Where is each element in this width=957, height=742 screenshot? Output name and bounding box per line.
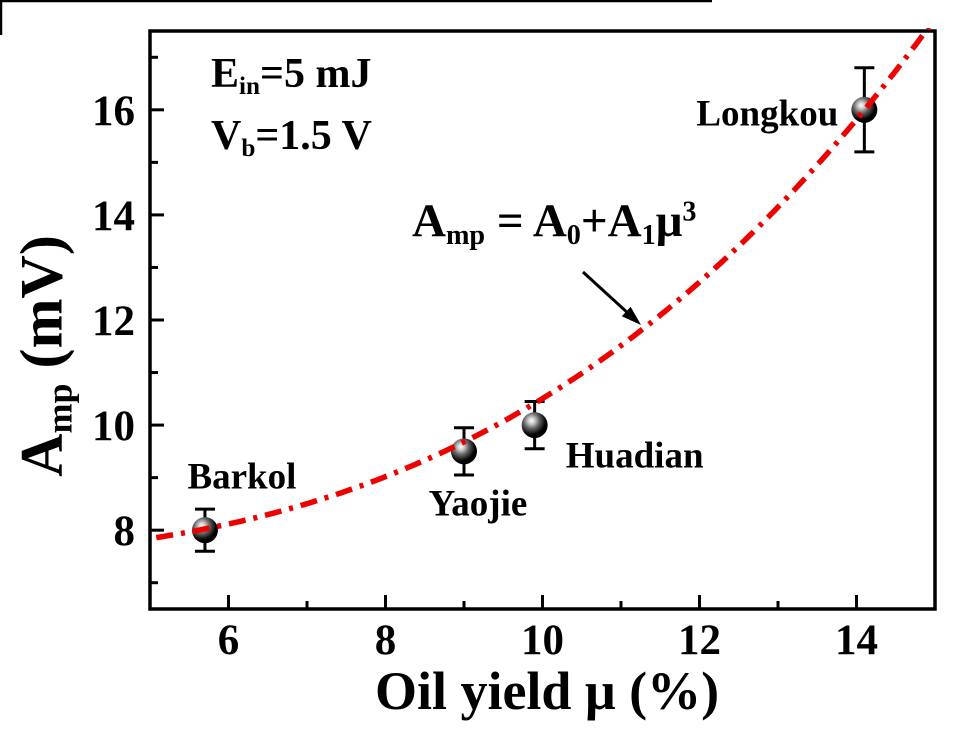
data-point-huadian: [521, 412, 548, 439]
arrow-shaft: [581, 270, 632, 317]
equation-arrow: [581, 270, 641, 325]
fit-curve: [155, 28, 931, 541]
y-tick-label-12: 12: [92, 298, 135, 345]
data-point-yaojie: [451, 438, 477, 465]
condition-line: Ein=5 mJ: [211, 51, 372, 101]
y-axis-label: Amp (mV): [8, 235, 80, 477]
x-tick-label-12: 12: [678, 617, 721, 664]
y-tick-label-16: 16: [92, 88, 135, 135]
arrow-head: [621, 306, 641, 325]
y-tick-label-8: 8: [114, 508, 136, 555]
fit-equation: Amp = A0+A1μ3: [412, 195, 697, 251]
x-tick-label-8: 8: [375, 617, 397, 664]
axis-ticks: [150, 55, 858, 609]
point-label-longkou: Longkou: [696, 93, 839, 135]
x-tick-label-10: 10: [521, 617, 564, 664]
error-bars: [194, 66, 875, 553]
x-axis-label: Oil yield μ (%): [374, 661, 720, 721]
data-point-markers: [191, 96, 878, 544]
x-tick-label-14: 14: [835, 617, 878, 664]
x-tick-label-6: 6: [218, 617, 240, 664]
y-tick-label-10: 10: [92, 403, 135, 450]
condition-line: Vb=1.5 V: [211, 112, 372, 162]
experiment-conditions: Ein=5 mJ Vb=1.5 V: [211, 44, 372, 167]
point-label-barkol: Barkol: [187, 456, 297, 498]
fit-curve-group: [155, 28, 931, 541]
axis-tick-labels: 6 8 10 12 14 8 10 12 14 16: [92, 88, 878, 664]
point-label-huadian: Huadian: [565, 435, 704, 477]
point-label-yaojie: Yaojie: [428, 483, 528, 525]
y-tick-label-14: 14: [92, 193, 135, 240]
